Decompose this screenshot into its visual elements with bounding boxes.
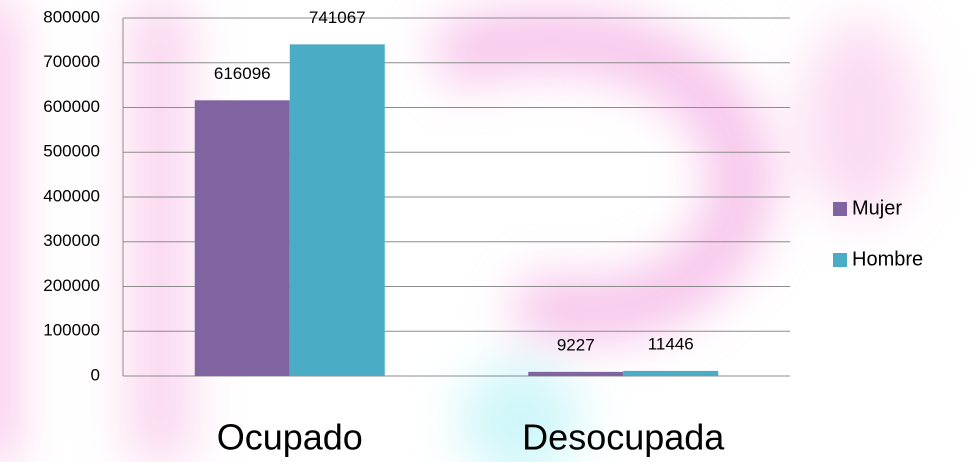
value-label: 11446 <box>648 334 694 353</box>
y-tick-label: 400000 <box>43 186 100 205</box>
legend-swatch <box>833 253 847 267</box>
y-tick-label: 500000 <box>43 142 100 161</box>
bar <box>528 371 624 376</box>
y-tick-label: 300000 <box>43 231 100 250</box>
y-tick-label: 700000 <box>43 52 100 71</box>
y-tick-label: 200000 <box>43 276 100 295</box>
value-label: 741067 <box>309 8 366 27</box>
x-tick-label: Desocupada <box>522 417 725 458</box>
y-tick-label: 100000 <box>43 321 100 340</box>
y-tick-label: 600000 <box>43 97 100 116</box>
legend-swatch <box>833 202 847 216</box>
value-label: 616096 <box>214 64 271 83</box>
bar <box>623 370 719 376</box>
decoration <box>0 0 920 462</box>
legend-label: Mujer <box>852 197 902 219</box>
y-tick-label: 800000 <box>43 7 100 26</box>
bar <box>194 100 290 376</box>
y-tick-label: 0 <box>91 365 100 384</box>
x-tick-label: Ocupado <box>217 417 363 458</box>
value-label: 9227 <box>557 335 595 354</box>
bar <box>289 44 385 376</box>
legend-label: Hombre <box>852 248 923 270</box>
